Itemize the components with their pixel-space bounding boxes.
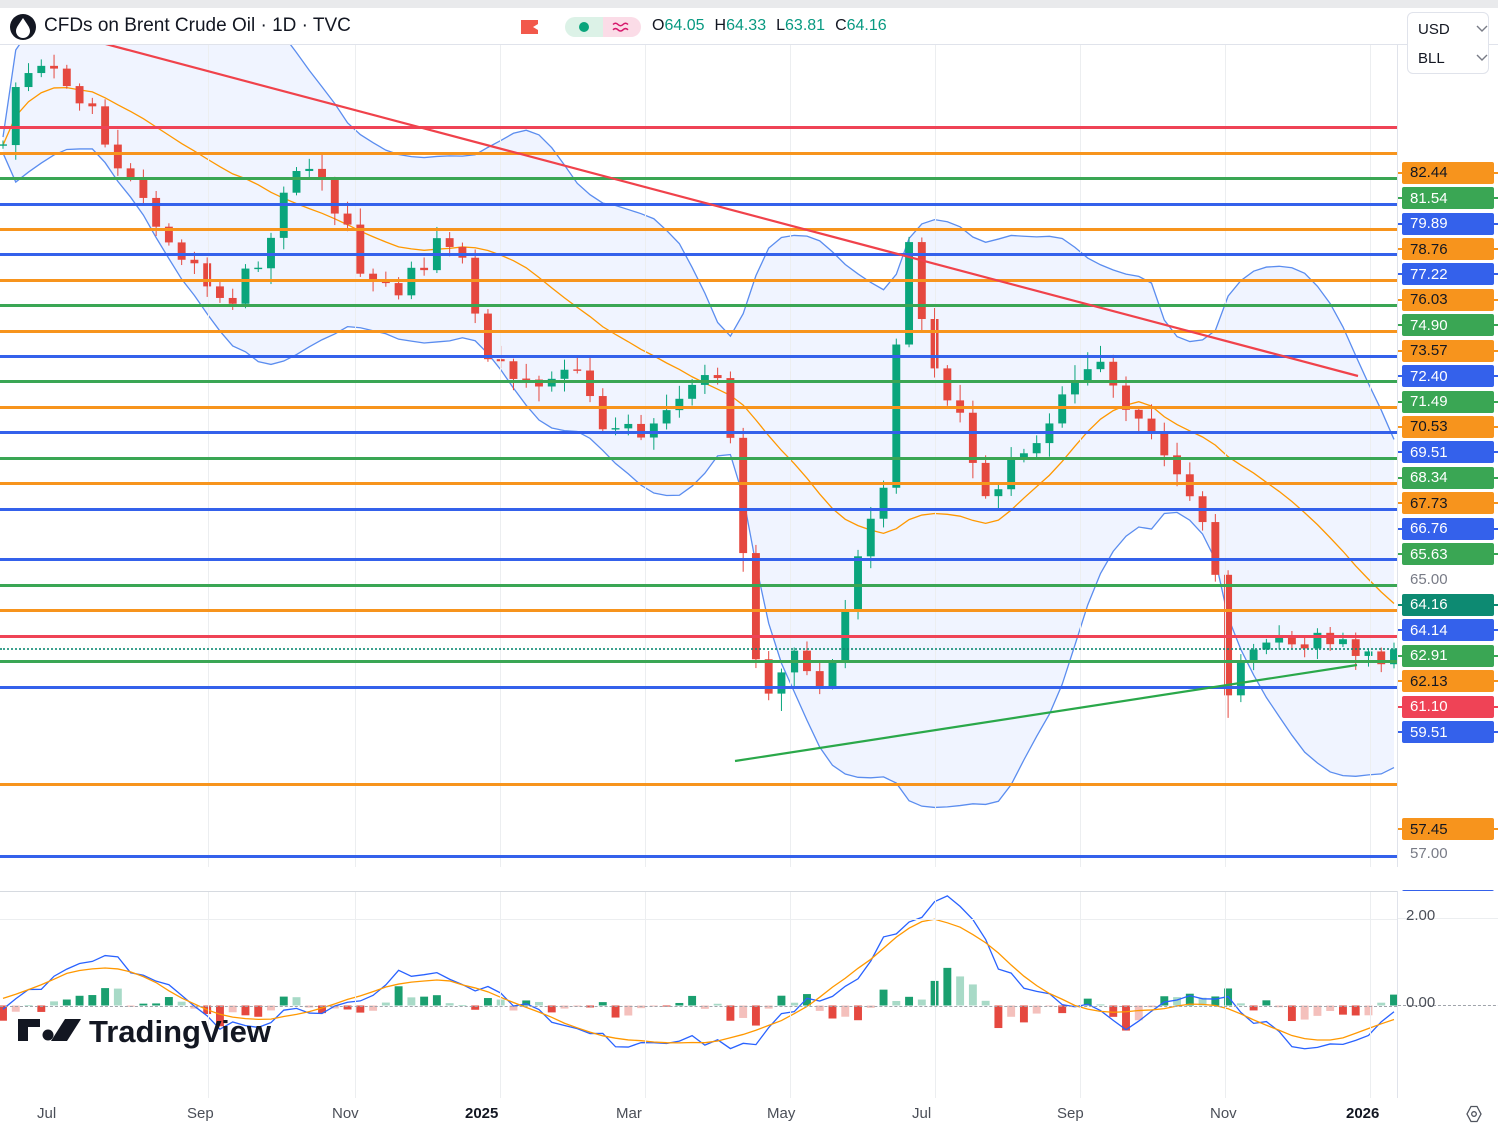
svg-text:TradingView: TradingView bbox=[89, 1014, 272, 1049]
